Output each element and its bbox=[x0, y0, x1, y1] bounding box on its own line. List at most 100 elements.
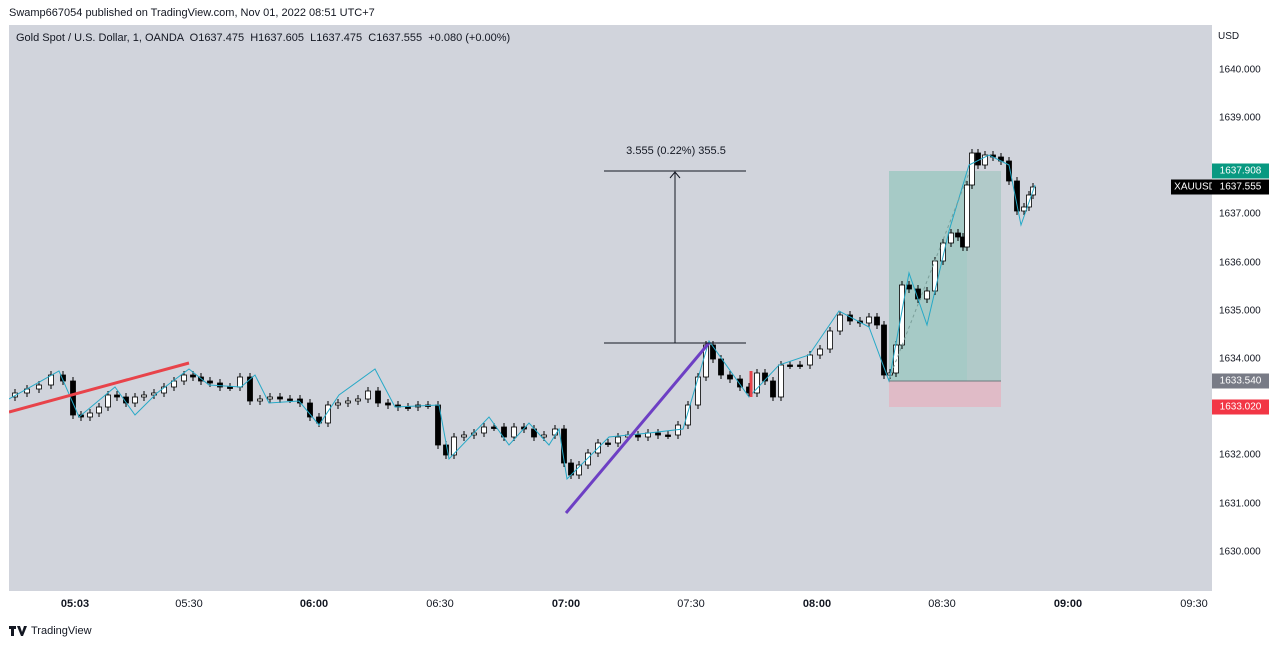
candle-body bbox=[375, 390, 381, 404]
candle-body bbox=[727, 374, 733, 380]
price-tick: 1637.000 bbox=[1219, 208, 1261, 220]
candle-body bbox=[710, 344, 716, 360]
price-tick: 1631.000 bbox=[1219, 498, 1261, 510]
candle-body bbox=[316, 416, 322, 424]
candle-body bbox=[874, 316, 880, 326]
candle-body bbox=[237, 376, 243, 388]
time-tick: 06:30 bbox=[426, 598, 454, 610]
change-value: +0.080 (+0.00%) bbox=[428, 32, 511, 44]
candle-body bbox=[287, 398, 293, 401]
candle-body bbox=[511, 426, 517, 438]
target-price-label: 1637.908 bbox=[1212, 163, 1269, 179]
time-tick: 05:30 bbox=[175, 598, 203, 610]
candle-body bbox=[975, 152, 981, 166]
purple-trendline bbox=[564, 342, 711, 514]
target-zone-tail bbox=[967, 171, 1001, 381]
candle-body bbox=[105, 394, 111, 408]
candle-body bbox=[899, 284, 905, 346]
candle-body bbox=[481, 426, 487, 434]
candle-body bbox=[114, 394, 120, 398]
candle-body bbox=[96, 406, 102, 414]
price-tick: 1639.000 bbox=[1219, 112, 1261, 124]
candle-body bbox=[141, 394, 147, 398]
low-value: L1637.475 bbox=[310, 32, 363, 44]
time-tick: 09:30 bbox=[1180, 598, 1208, 610]
red-trendline bbox=[9, 361, 190, 414]
candle-body bbox=[12, 392, 18, 398]
price-tick: 1636.000 bbox=[1219, 257, 1261, 269]
close-value: C1637.555 bbox=[368, 32, 423, 44]
candle-body bbox=[754, 372, 760, 394]
candle-body bbox=[817, 348, 823, 356]
arrow-up-icon bbox=[669, 171, 681, 179]
candle-body bbox=[36, 384, 42, 390]
candle-body bbox=[171, 380, 177, 388]
high-value: H1637.605 bbox=[250, 32, 305, 44]
candle-body bbox=[181, 374, 187, 382]
symbol-name[interactable]: Gold Spot / U.S. Dollar, 1, OANDA bbox=[16, 32, 184, 44]
candle-body bbox=[881, 324, 887, 376]
candle-body bbox=[924, 290, 930, 300]
candle-body bbox=[1014, 180, 1020, 212]
price-tick: 1630.000 bbox=[1219, 546, 1261, 558]
candle-body bbox=[695, 376, 701, 406]
candle-body bbox=[685, 404, 691, 426]
chart-pane[interactable]: Gold Spot / U.S. Dollar, 1, OANDA O1637.… bbox=[9, 25, 1212, 591]
price-axis[interactable]: USD 1640.000 1639.000 1637.000 1636.000 … bbox=[1212, 25, 1280, 616]
candle-body bbox=[807, 354, 813, 366]
price-tick: 1632.000 bbox=[1219, 449, 1261, 461]
time-tick: 07:00 bbox=[551, 598, 581, 610]
price-tick: 1635.000 bbox=[1219, 305, 1261, 317]
chart-canvas[interactable] bbox=[9, 25, 1212, 591]
candle-body bbox=[866, 316, 872, 324]
time-tick: 08:30 bbox=[928, 598, 956, 610]
candle-body bbox=[501, 426, 507, 438]
candle-body bbox=[405, 406, 411, 409]
candle-body bbox=[227, 386, 233, 389]
candle-body bbox=[325, 404, 331, 424]
price-tick: 1640.000 bbox=[1219, 64, 1261, 76]
candle-body bbox=[335, 402, 341, 406]
currency-label[interactable]: USD bbox=[1218, 31, 1240, 42]
candle-body bbox=[615, 436, 621, 444]
candle-body bbox=[355, 398, 361, 402]
candle-body bbox=[365, 390, 371, 400]
candle-body bbox=[837, 314, 843, 332]
candle-body bbox=[247, 376, 253, 402]
candle-body bbox=[787, 364, 793, 367]
footer-branding[interactable]: TradingView bbox=[9, 625, 92, 637]
candle-body bbox=[87, 412, 93, 418]
candle-body bbox=[969, 152, 975, 186]
published-header: Swamp667054 published on TradingView.com… bbox=[9, 7, 375, 19]
candle-body bbox=[940, 242, 946, 262]
candle-body bbox=[655, 432, 661, 436]
candle-body bbox=[955, 232, 961, 238]
symbol-price-tag: XAUUSD bbox=[1171, 179, 1212, 195]
candle-body bbox=[461, 434, 467, 438]
candle-body bbox=[257, 398, 263, 402]
candle-body bbox=[737, 378, 743, 388]
candle-body bbox=[1006, 160, 1012, 182]
time-tick: 08:00 bbox=[802, 598, 832, 610]
candle-body bbox=[267, 396, 273, 400]
stop-price-label: 1633.020 bbox=[1212, 399, 1269, 415]
time-tick: 07:30 bbox=[677, 598, 705, 610]
symbol-legend: Gold Spot / U.S. Dollar, 1, OANDA O1637.… bbox=[16, 32, 510, 44]
price-tick: 1634.000 bbox=[1219, 353, 1261, 365]
candle-body bbox=[964, 184, 970, 248]
time-tick: 09:00 bbox=[1053, 598, 1083, 610]
candle-body bbox=[906, 284, 912, 290]
candle-body bbox=[190, 374, 196, 378]
stop-zone bbox=[889, 381, 1001, 407]
zigzag-indicator bbox=[9, 154, 1036, 481]
time-axis[interactable]: 05:03 05:30 06:00 06:30 07:00 07:30 08:0… bbox=[9, 591, 1212, 616]
candle-body bbox=[132, 396, 138, 404]
candle-body bbox=[585, 452, 591, 466]
entry-price-label: 1633.540 bbox=[1212, 373, 1269, 389]
candle-body bbox=[217, 382, 223, 388]
candle-body bbox=[207, 380, 213, 384]
position-guide-line bbox=[888, 172, 970, 380]
last-price-label: 1637.555 bbox=[1212, 179, 1269, 195]
candle-body bbox=[778, 364, 784, 398]
measure-label: 3.555 (0.22%) 355.5 bbox=[626, 145, 726, 157]
